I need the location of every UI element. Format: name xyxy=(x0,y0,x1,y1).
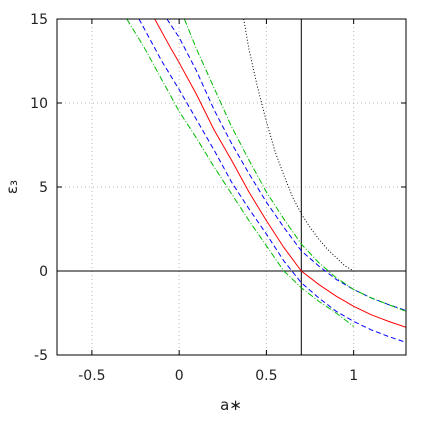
series-line-2 xyxy=(166,19,406,311)
series-line-3 xyxy=(126,19,354,327)
x-axis-label: a∗ xyxy=(220,396,242,414)
series-line-1 xyxy=(138,19,406,343)
y-tick-label-2: 5 xyxy=(39,180,48,196)
y-tick-label-1: 0 xyxy=(39,264,48,280)
grid-lines xyxy=(57,18,406,356)
x-tick-label-0: -0.5 xyxy=(78,368,105,384)
data-series xyxy=(126,19,406,343)
x-tick-label-2: 0.5 xyxy=(255,368,277,384)
x-ticks: -0.5 0 0.5 1 xyxy=(78,19,358,384)
y-ticks: -5 0 5 10 15 xyxy=(30,12,406,364)
series-line-4 xyxy=(183,19,406,312)
y-axis-label: ε₃ xyxy=(3,180,21,194)
x-tick-label-1: 0 xyxy=(175,368,184,384)
x-tick-label-3: 1 xyxy=(349,368,358,384)
reference-lines xyxy=(57,19,406,355)
y-tick-label-0: -5 xyxy=(34,348,48,364)
series-line-0 xyxy=(154,19,406,328)
series-line-5 xyxy=(243,19,354,272)
y-tick-label-4: 15 xyxy=(30,12,48,28)
y-tick-label-3: 10 xyxy=(30,96,48,112)
